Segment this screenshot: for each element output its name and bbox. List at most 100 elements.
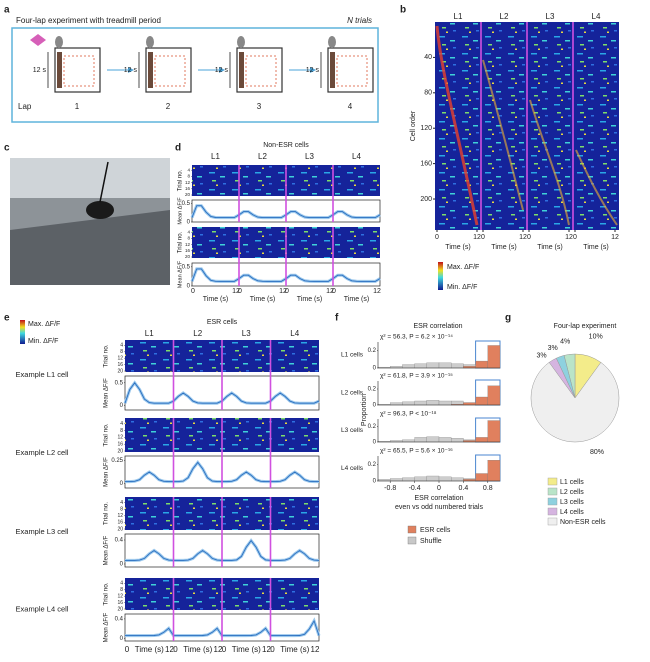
hist-bar xyxy=(390,402,403,406)
hist-bar xyxy=(414,437,427,443)
y-tick-label: 0.2 xyxy=(368,462,377,468)
lap-number: 3 xyxy=(257,102,262,111)
y-tick-label: 0 xyxy=(120,403,124,409)
panel-letter: g xyxy=(505,313,511,324)
trial-tick-label: 8 xyxy=(120,349,123,355)
y-tick-label: 0 xyxy=(373,479,377,485)
pie-slice xyxy=(530,362,620,443)
panel-letter: d xyxy=(175,143,181,154)
panel-letter: c xyxy=(4,143,10,154)
example-label: Example L1 cell xyxy=(16,370,69,379)
mouse-icon xyxy=(55,36,63,48)
x-tick-label: 12 xyxy=(473,234,481,241)
stats-label: χ² = 61.8, P = 3.9 × 10⁻¹⁵ xyxy=(380,373,453,380)
y-axis-label: Mean ΔF/F xyxy=(177,197,183,225)
treadmill xyxy=(330,52,335,88)
y-tick-label: 0 xyxy=(373,366,377,372)
y-tick-label: 0 xyxy=(187,284,191,290)
y-axis-label: Trial no. xyxy=(178,169,184,191)
y-tick-label: 0.4 xyxy=(115,616,124,622)
pie-label: 3% xyxy=(536,352,546,359)
lap-label: L3 xyxy=(305,152,314,161)
hist-bar xyxy=(426,475,440,482)
hist-bar xyxy=(487,420,501,443)
trial-tick-label: 20 xyxy=(117,368,123,374)
trials-label: N trials xyxy=(347,16,372,25)
y-axis-label: Mean ΔF/F xyxy=(104,612,110,642)
hist-bar xyxy=(438,362,452,369)
example-label: Example L2 cell xyxy=(16,448,69,457)
colorbar xyxy=(438,262,443,290)
example-label: Example L4 cell xyxy=(16,604,69,613)
legend-swatch xyxy=(547,507,558,516)
trial-tick-label: 12 xyxy=(117,594,123,600)
mouse-icon xyxy=(237,36,245,48)
legend-swatch xyxy=(407,525,417,534)
y-axis-label: Trial no. xyxy=(103,582,110,605)
legend-label: L1 cells xyxy=(560,479,584,486)
x-tick-label: 0 xyxy=(573,234,577,241)
legend-label: Shuffle xyxy=(420,538,442,545)
x-tick-label: 0.8 xyxy=(483,485,493,492)
lap-label: L4 xyxy=(290,329,299,338)
x-axis-label: Time (s) xyxy=(537,244,562,251)
trial-tick-label: 16 xyxy=(117,520,123,526)
trial-tick-label: 20 xyxy=(185,192,191,197)
mouse-icon xyxy=(146,36,154,48)
lap-label: L2 xyxy=(258,152,267,161)
y-tick-label: 80 xyxy=(424,90,432,97)
duration-label: 12 s xyxy=(124,67,138,74)
stats-label: χ² = 56.3, P = 6.2 × 10⁻¹⁴ xyxy=(380,334,453,341)
x-tick-label: 0 xyxy=(285,288,289,295)
y-tick-label: 0.25 xyxy=(111,458,123,464)
panel-title: ESR cells xyxy=(207,319,238,326)
pie-label: 4% xyxy=(560,338,570,345)
trial-tick-label: 12 xyxy=(185,180,191,185)
arena xyxy=(327,47,374,93)
x-tick-label: 0 xyxy=(527,234,531,241)
y-tick-label: 0.5 xyxy=(115,380,124,386)
x-axis-label: Time (s) xyxy=(445,244,470,251)
x-tick-label: 12 xyxy=(565,234,573,241)
legend-swatch xyxy=(407,536,417,545)
x-tick-label: 12 xyxy=(232,288,240,295)
y-tick-label: 120 xyxy=(420,125,432,132)
lap-label: L4 xyxy=(352,152,361,161)
x-tick-label: 12 xyxy=(611,234,619,241)
y-tick-label: 0.2 xyxy=(368,424,377,430)
trial-tick-label: 4 xyxy=(120,343,123,349)
x-tick-label: 12 xyxy=(279,288,287,295)
x-axis-label: Time (s) xyxy=(344,296,369,303)
y-tick-label: 0 xyxy=(120,562,124,568)
cells-label: L3 cells xyxy=(341,427,364,434)
y-axis-label: Mean ΔF/F xyxy=(177,260,183,288)
trial-tick-label: 16 xyxy=(185,186,191,191)
x-axis-label: Time (s) xyxy=(297,296,322,303)
sequence-ridge xyxy=(529,99,570,226)
lap-label: L1 xyxy=(454,12,463,21)
hist-bar xyxy=(402,401,415,406)
lap-label: L4 xyxy=(592,12,601,21)
lap-label: L2 xyxy=(193,329,202,338)
legend-label: ESR cells xyxy=(420,527,451,534)
panel-title: Four-lap experiment with treadmill perio… xyxy=(16,16,161,25)
x-tick-label: 12 xyxy=(214,645,223,654)
lap-label: L2 xyxy=(500,12,509,21)
y-tick-label: 0 xyxy=(373,440,377,446)
photo-cable xyxy=(99,161,109,203)
duration-label: 12 s xyxy=(306,67,320,74)
trial-tick-label: 8 xyxy=(120,587,123,593)
x-tick-label: 0 xyxy=(222,645,227,654)
trial-tick-label: 8 xyxy=(187,236,190,241)
trial-tick-label: 8 xyxy=(187,174,190,179)
legend-label: L4 cells xyxy=(560,509,584,516)
heatmap xyxy=(435,22,481,230)
sequence-ridge xyxy=(482,59,524,211)
x-axis-label: Time (s) xyxy=(183,645,212,654)
lap-label: L1 xyxy=(145,329,154,338)
hist-bar xyxy=(402,364,415,369)
legend-label: Non-ESR cells xyxy=(560,519,606,526)
y-tick-label: 0.5 xyxy=(182,201,191,207)
example-label: Example L3 cell xyxy=(16,527,69,536)
